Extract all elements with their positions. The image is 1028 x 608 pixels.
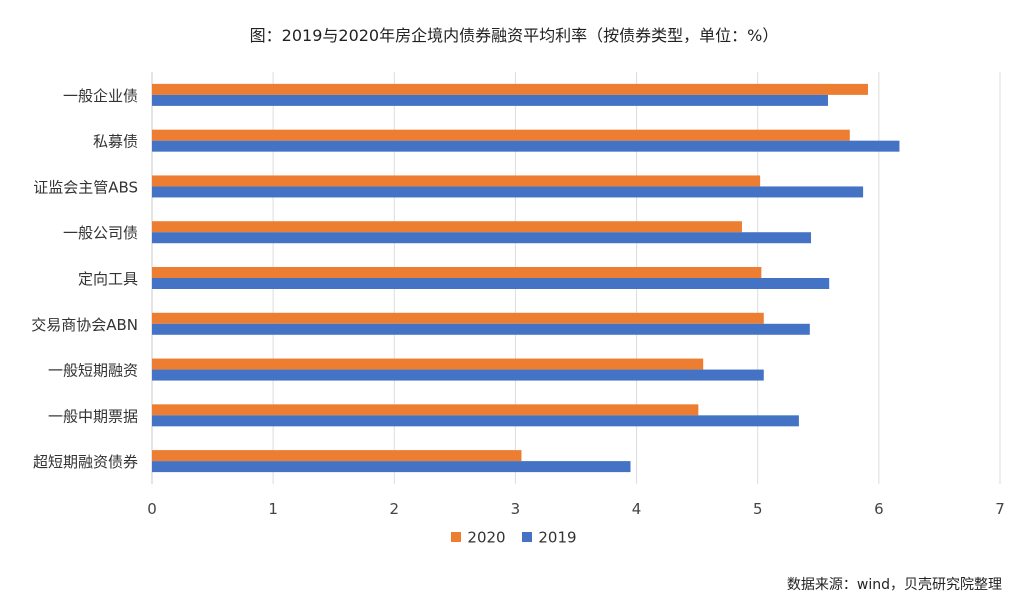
- bar-2019-7: [152, 415, 799, 427]
- bars: [152, 83, 900, 473]
- category-label-8: 超短期融资债券: [33, 453, 138, 471]
- bar-2019-5: [152, 323, 810, 335]
- category-label-7: 一般中期票据: [48, 407, 138, 425]
- legend-item-2019: 2019: [522, 528, 577, 547]
- x-tick-label-0: 0: [147, 500, 157, 518]
- bar-2020-1: [152, 129, 850, 141]
- bar-2020-8: [152, 450, 522, 462]
- bar-2020-6: [152, 358, 704, 370]
- legend-item-2020: 2020: [451, 528, 506, 547]
- category-label-2: 证监会主管ABS: [33, 178, 138, 196]
- bar-2019-0: [152, 94, 828, 106]
- bar-2020-2: [152, 175, 761, 187]
- x-tick-label-7: 7: [995, 500, 1005, 518]
- chart-title: 图：2019与2020年房企境内债券融资平均利率（按债券类型，单位：%）: [249, 26, 779, 45]
- category-label-6: 一般短期融资: [48, 362, 138, 380]
- bar-2019-6: [152, 369, 764, 381]
- x-tick-label-2: 2: [390, 500, 400, 518]
- bar-2020-4: [152, 267, 762, 278]
- bar-2019-2: [152, 186, 864, 198]
- category-label-0: 一般企业债: [63, 87, 138, 105]
- x-tick-label-6: 6: [874, 500, 884, 518]
- bar-2019-1: [152, 140, 900, 152]
- bar-2019-4: [152, 278, 830, 289]
- x-tick-label-3: 3: [511, 500, 521, 518]
- category-label-1: 私募债: [93, 133, 138, 151]
- source-note: 数据来源：wind，贝壳研究院整理: [786, 577, 1002, 593]
- legend: 2020 2019: [0, 528, 1028, 547]
- legend-label-2020: 2020: [467, 528, 506, 547]
- x-tick-label-5: 5: [753, 500, 763, 518]
- legend-swatch-2020: [451, 531, 462, 542]
- x-tick-labels: 0 1 2 3 4 5 6 7: [147, 500, 1005, 518]
- bar-2020-7: [152, 404, 699, 416]
- legend-swatch-2019: [522, 531, 533, 542]
- bar-2020-3: [152, 221, 742, 233]
- bar-2020-5: [152, 312, 764, 324]
- x-tick-label-4: 4: [632, 500, 642, 518]
- bar-2020-0: [152, 83, 868, 95]
- category-label-5: 交易商协会ABN: [31, 316, 138, 334]
- x-tick-label-1: 1: [268, 500, 278, 518]
- category-label-3: 一般公司债: [63, 224, 138, 242]
- category-label-4: 定向工具: [78, 270, 138, 288]
- bar-2019-8: [152, 461, 631, 473]
- bar-2019-3: [152, 232, 812, 244]
- legend-label-2019: 2019: [538, 528, 577, 547]
